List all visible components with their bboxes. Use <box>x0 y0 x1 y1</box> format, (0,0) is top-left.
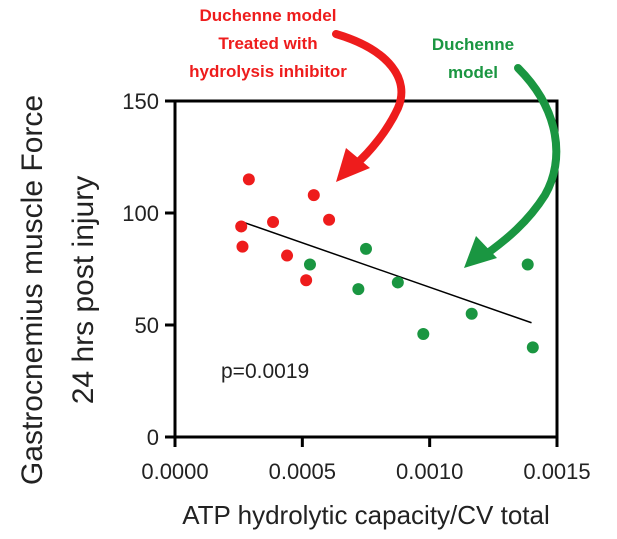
treated-data-point <box>300 274 313 287</box>
treated-data-point <box>323 213 336 226</box>
y-axis-label-line1: Gastrocnemius muscle Force <box>16 95 49 485</box>
x-tick-label: 0.0010 <box>396 459 463 484</box>
x-axis-label: ATP hydrolytic capacity/CV total <box>182 500 550 530</box>
y-tick-label: 0 <box>147 425 159 450</box>
untreated-data-point <box>391 276 404 289</box>
annotation-treated: Duchenne model Treated with hydrolysis i… <box>189 6 406 182</box>
y-tick-label: 150 <box>122 89 159 114</box>
annotation-treated-line-3: hydrolysis inhibitor <box>189 62 347 81</box>
green-arrow-head <box>464 236 497 268</box>
axes <box>173 99 559 439</box>
x-tick-label: 0.0005 <box>269 459 336 484</box>
y-tick-label: 50 <box>135 313 159 338</box>
axis-ticks: 0.0000 0.0005 0.0010 0.0015 0 50 100 150 <box>122 89 590 484</box>
x-tick-label: 0.0000 <box>141 459 208 484</box>
plot-frame <box>173 99 559 439</box>
untreated-data-point <box>360 242 372 255</box>
red-arrow-head <box>336 148 370 182</box>
green-arrow-shaft <box>481 64 561 259</box>
treated-data-point <box>236 240 249 253</box>
x-tick-label: 0.0015 <box>523 459 590 484</box>
annotation-untreated-line-2: model <box>448 63 498 82</box>
untreated-data-point <box>352 283 365 296</box>
y-tick-label: 100 <box>122 201 159 226</box>
treated-data-point <box>235 220 248 233</box>
annotation-untreated: Duchenne model <box>432 35 561 268</box>
annotation-treated-line-1: Duchenne model <box>200 6 337 25</box>
treated-data-point <box>242 173 255 186</box>
annotation-untreated-line-1: Duchenne <box>432 35 514 54</box>
untreated-data-point <box>303 258 316 271</box>
red-arrow-shaft <box>332 30 406 169</box>
untreated-data-point <box>521 258 534 271</box>
treated-data-point <box>267 215 280 228</box>
trend-line <box>242 221 532 324</box>
p-value-label: p=0.0019 <box>221 360 309 383</box>
untreated-data-point <box>417 327 430 340</box>
y-axis-label-line2: 24 hrs post injury <box>67 176 100 404</box>
treated-data-point <box>281 249 294 262</box>
treated-data-point <box>307 189 320 202</box>
untreated-data-point <box>526 341 539 354</box>
data-points <box>235 173 539 354</box>
untreated-data-point <box>465 307 478 320</box>
annotation-treated-line-2: Treated with <box>218 34 317 53</box>
